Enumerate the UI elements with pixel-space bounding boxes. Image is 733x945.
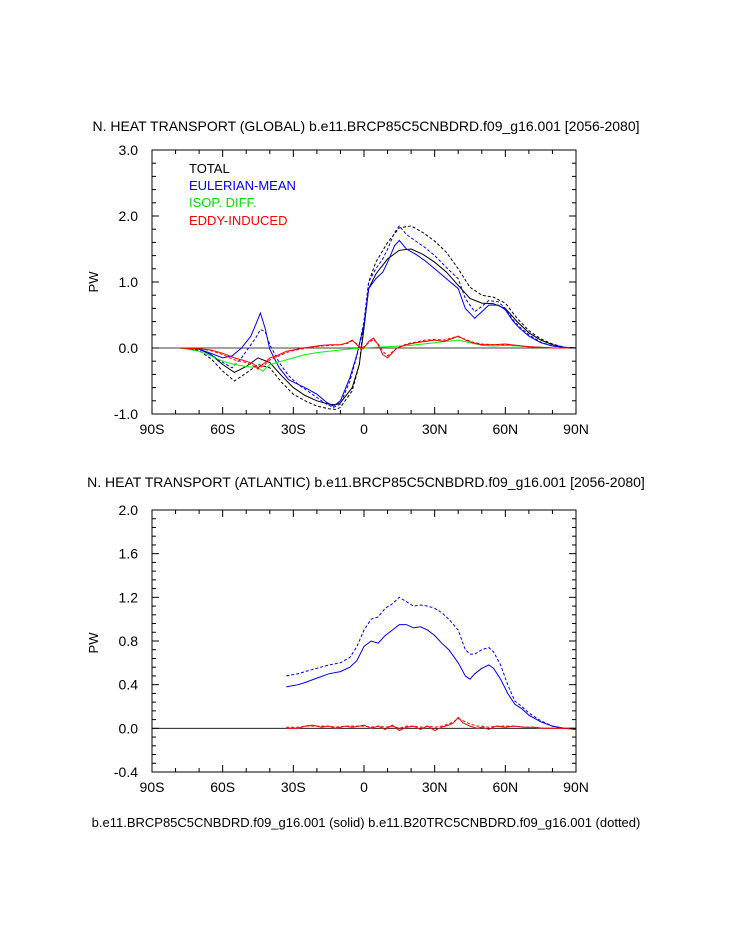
atlantic-ticks: 90S 60S 30S 0 30N 60N 90N -0.4 0.0 0.4 0.8 1.2 1.6 2.…: [114, 502, 589, 795]
global-title: N. HEAT TRANSPORT (GLOBAL) b.e11.BRCP85C…: [92, 118, 639, 134]
global-series-eddy-induced-solid: [180, 335, 576, 369]
atlantic-ytick-label: 0.4: [119, 677, 139, 693]
global-series-eddy-induced-dotted: [180, 336, 576, 370]
global-series-isop-diff-solid: [180, 339, 576, 372]
atlantic-series-group: [152, 596, 577, 732]
global-ytick-label: 3.0: [119, 142, 139, 158]
atlantic-xtick-label: 0: [360, 779, 368, 795]
atlantic-ytick-label: -0.4: [114, 764, 138, 780]
global-panel: N. HEAT TRANSPORT (GLOBAL) b.e11.BRCP85C…: [86, 118, 640, 437]
global-xtick-label: 60S: [210, 421, 235, 437]
atlantic-ytick-label: 1.6: [119, 546, 139, 562]
atlantic-series-eddy-induced-dotted: [286, 717, 576, 729]
global-ytick-label: 1.0: [119, 274, 139, 290]
atlantic-ytick-label: 2.0: [119, 502, 139, 518]
atlantic-series-eulerian-mean-dotted: [286, 596, 577, 730]
atlantic-ytick-label: 0.8: [119, 633, 139, 649]
atlantic-series-eulerian-mean-solid: [286, 624, 577, 730]
global-ytick-label: -1.0: [114, 406, 138, 422]
atlantic-panel: N. HEAT TRANSPORT (ATLANTIC) b.e11.BRCP8…: [86, 474, 645, 830]
global-xtick-label: 30S: [281, 421, 306, 437]
global-series-eulerian-mean-solid: [180, 239, 577, 407]
global-xtick-label: 90S: [140, 421, 165, 437]
global-ylabel: PW: [86, 271, 101, 293]
atlantic-xtick-label: 90S: [140, 779, 165, 795]
global-xtick-label: 60N: [492, 421, 518, 437]
global-xtick-label: 0: [360, 421, 368, 437]
global-ytick-label: 2.0: [119, 208, 139, 224]
global-legend: TOTAL EULERIAN-MEAN ISOP. DIFF. EDDY-IND…: [189, 161, 296, 228]
atlantic-ylabel: PW: [86, 632, 101, 654]
atlantic-title: N. HEAT TRANSPORT (ATLANTIC) b.e11.BRCP8…: [87, 474, 645, 490]
atlantic-ytick-label: 0.0: [119, 720, 139, 736]
legend-total: TOTAL: [189, 161, 230, 176]
global-series-eulerian-mean-dotted: [180, 225, 577, 408]
legend-eddy-induced: EDDY-INDUCED: [189, 213, 287, 228]
legend-isop-diff: ISOP. DIFF.: [189, 195, 257, 210]
global-xtick-label: 30N: [422, 421, 448, 437]
global-series-total-dotted: [180, 225, 577, 410]
atlantic-ytick-label: 1.2: [119, 589, 139, 605]
global-ytick-label: 0.0: [119, 340, 139, 356]
atlantic-xtick-label: 60S: [210, 779, 235, 795]
atlantic-xtick-label: 60N: [492, 779, 518, 795]
atlantic-xtick-label: 30S: [281, 779, 306, 795]
global-xtick-label: 90N: [563, 421, 589, 437]
global-series-group: [152, 225, 577, 410]
atlantic-plot-frame: [151, 509, 577, 773]
atlantic-xlabel: b.e11.BRCP85C5CNBDRD.f09_g16.001 (solid)…: [92, 815, 641, 830]
atlantic-xtick-label: 30N: [422, 779, 448, 795]
legend-eulerian-mean: EULERIAN-MEAN: [189, 178, 296, 193]
atlantic-xtick-label: 90N: [563, 779, 589, 795]
global-series-total-solid: [180, 248, 577, 406]
global-ticks: 90S 60S 30S 0 30N 60N 90N -1.0 0.0 1.0 2.0 3.0: [114, 142, 589, 437]
